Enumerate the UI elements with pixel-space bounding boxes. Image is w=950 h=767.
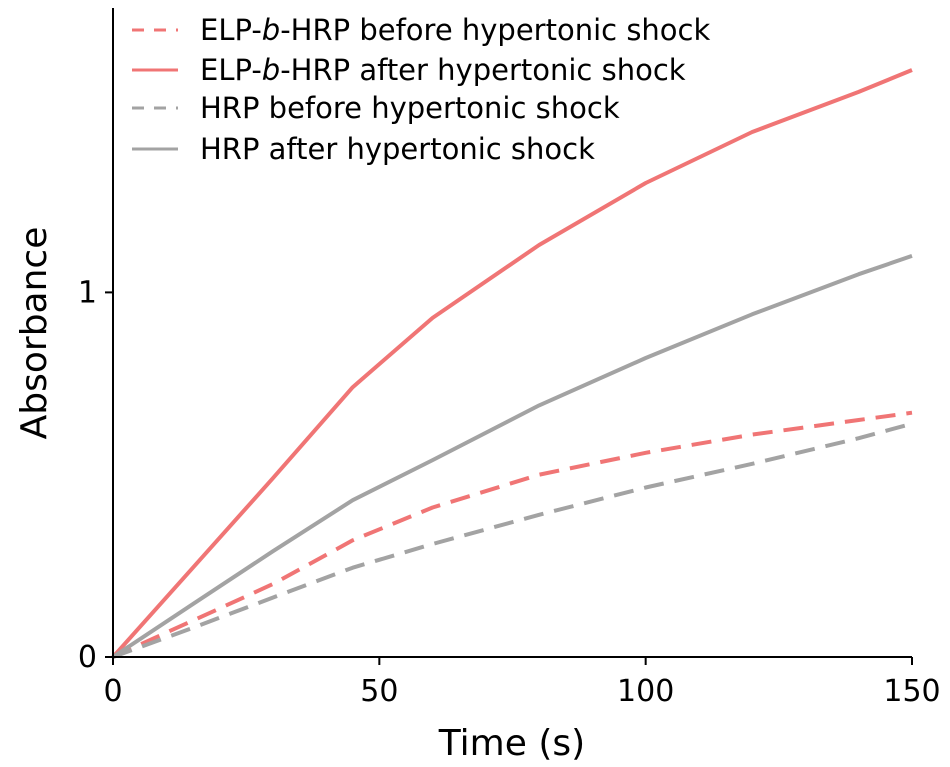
x-tick-label: 100 (617, 674, 674, 709)
legend: ELP-b-HRP before hypertonic shock ELP-b-H… (132, 13, 710, 166)
series-layer (111, 68, 913, 659)
legend-label-elp-b-hrp-before-hypertonic-shock: ELP-b-HRP before hypertonic shock (200, 13, 710, 47)
ticks-layer: 0 50 100 150 0 1 (78, 275, 941, 709)
series-line-elp-b-hrp-after-hypertonic-shock (111, 68, 913, 659)
x-axis-label: Time (s) (438, 723, 585, 764)
series-line-elp-b-hrp-before-hypertonic-shock (112, 410, 913, 659)
series-line-hrp-after-hypertonic-shock (111, 254, 913, 659)
legend-label-hrp-before-hypertonic-shock: HRP before hypertonic shock (200, 91, 620, 125)
x-tick-label: 0 (103, 674, 122, 709)
legend-label-hrp-after-hypertonic-shock: HRP after hypertonic shock (200, 132, 595, 166)
x-tick-label: 150 (883, 674, 940, 709)
series-line-hrp-before-hypertonic-shock (112, 421, 913, 659)
y-tick-label: 0 (78, 640, 97, 675)
y-axis-label: Absorbance (14, 227, 55, 440)
legend-label-elp-b-hrp-after-hypertonic-shock: ELP-b-HRP after hypertonic shock (200, 53, 686, 87)
x-tick-label: 50 (360, 674, 398, 709)
y-tick-label: 1 (78, 275, 97, 310)
